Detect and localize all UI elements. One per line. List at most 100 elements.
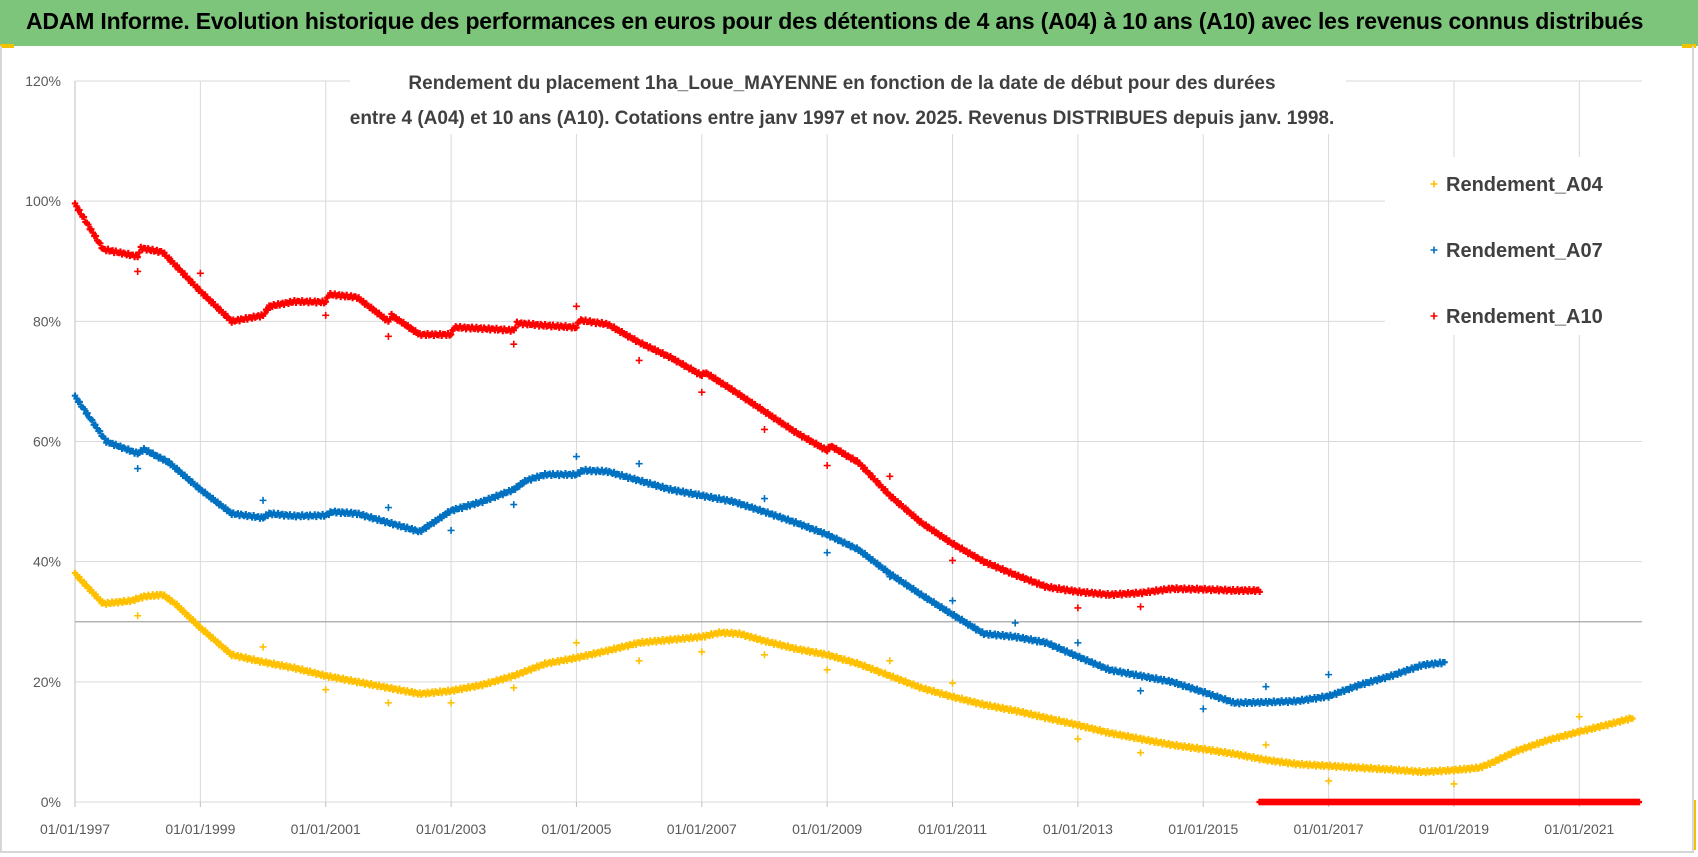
outlier-point	[760, 651, 768, 659]
data-point	[194, 482, 201, 489]
outlier-point	[322, 686, 330, 694]
outlier-point	[886, 657, 894, 665]
data-point	[823, 447, 831, 455]
x-tick-label: 01/01/1997	[40, 821, 110, 837]
x-tick-label: 01/01/2021	[1544, 821, 1614, 837]
outlier-point	[823, 549, 831, 557]
x-tick-label: 01/01/2001	[291, 821, 361, 837]
legend-item-Rendement_A10: Rendement_A10	[1430, 306, 1603, 328]
outlier-point	[949, 556, 957, 564]
y-axis: 0% 20% 40% 60% 80% 100% 120%	[25, 73, 61, 810]
data-point	[736, 390, 743, 397]
data-point	[177, 604, 185, 612]
data-point	[92, 232, 99, 240]
outlier-point	[1199, 705, 1207, 713]
outlier-point	[1074, 735, 1082, 743]
chart-title-background	[350, 66, 1346, 134]
series-Rendement_A07	[71, 392, 1448, 713]
outlier-point	[1262, 683, 1270, 691]
x-tick-label: 01/01/2015	[1168, 821, 1238, 837]
outlier-point	[760, 425, 768, 433]
outlier-point	[635, 657, 643, 665]
data-point	[430, 520, 438, 527]
banner-title: ADAM Informe. Evolution historique des p…	[26, 8, 1644, 34]
y-tick-label: 120%	[25, 73, 61, 89]
data-point	[222, 310, 229, 318]
series-Rendement_A04	[71, 569, 1636, 788]
x-tick-label: 01/01/2013	[1043, 821, 1113, 837]
outlier-point	[510, 684, 518, 692]
data-point	[73, 203, 80, 210]
data-point	[573, 324, 580, 331]
y-tick-label: 80%	[33, 313, 61, 329]
data-point	[181, 471, 188, 478]
outlier-point	[1137, 749, 1145, 757]
outlier-point	[1137, 687, 1145, 695]
outlier-point	[447, 526, 455, 534]
legend-label: Rendement_A04	[1446, 174, 1604, 196]
chart-title-line-2: entre 4 (A04) et 10 ans (A10). Cotations…	[350, 108, 1334, 129]
data-point	[874, 477, 881, 485]
x-tick-label: 01/01/2003	[416, 821, 486, 837]
data-point	[97, 596, 104, 603]
data-point	[201, 627, 209, 634]
data-point	[173, 464, 181, 472]
outlier-point	[1575, 713, 1583, 721]
data-point	[189, 616, 197, 623]
outlier-point	[196, 269, 204, 277]
data-point	[89, 416, 96, 424]
x-tick-label: 01/01/2005	[541, 821, 611, 837]
outlier-point	[698, 388, 706, 396]
data-point	[853, 457, 861, 464]
outlier-point	[1325, 777, 1333, 785]
outlier-point	[1074, 639, 1082, 647]
outlier-point	[635, 356, 643, 364]
chart-title-line-1: Rendement du placement 1ha_Loue_MAYENNE …	[408, 73, 1275, 94]
legend-marker	[1430, 246, 1438, 254]
x-tick-label: 01/01/2009	[792, 821, 862, 837]
title-banner: ADAM Informe. Evolution historique des p…	[0, 0, 1698, 46]
outlier-point	[886, 573, 894, 581]
data-point	[165, 254, 173, 261]
legend-marker	[1430, 312, 1438, 320]
data-point	[96, 427, 104, 435]
legend-background	[1385, 157, 1643, 335]
legend-label: Rendement_A10	[1446, 306, 1603, 328]
data-point	[881, 565, 889, 572]
data-point	[84, 410, 91, 417]
outlier-point	[823, 666, 831, 674]
data-point	[85, 221, 92, 228]
outlier-point	[572, 453, 580, 461]
outlier-point	[760, 495, 768, 503]
data-point	[76, 206, 83, 214]
y-tick-label: 20%	[33, 674, 61, 690]
outlier-point	[510, 340, 518, 348]
data-point	[447, 331, 455, 338]
data-point	[861, 464, 868, 472]
outlier-point	[1450, 780, 1458, 788]
y-tick-label: 100%	[25, 193, 61, 209]
outlier-point	[1011, 619, 1019, 627]
data-point	[97, 240, 104, 247]
data-point	[73, 395, 80, 402]
data-point	[76, 398, 83, 406]
outlier-point	[635, 460, 643, 468]
data-point	[881, 486, 889, 493]
x-tick-label: 01/01/2011	[918, 821, 987, 837]
data-point	[201, 488, 209, 496]
outlier-point	[447, 699, 455, 707]
outlier-point	[384, 699, 392, 707]
legend-item-Rendement_A07: Rendement_A07	[1430, 240, 1603, 262]
outlier-point	[949, 597, 957, 605]
chart-frame	[0, 46, 1694, 853]
x-tick-label: 01/01/2019	[1419, 821, 1489, 837]
data-point	[186, 275, 193, 283]
data-point	[367, 303, 375, 310]
outlier-point	[510, 501, 518, 509]
y-tick-label: 60%	[33, 434, 61, 450]
data-point	[902, 504, 909, 511]
data-point	[930, 526, 937, 533]
corner-accent-bottom-right	[1692, 800, 1696, 850]
data-point	[222, 504, 229, 511]
data-point	[92, 421, 99, 428]
